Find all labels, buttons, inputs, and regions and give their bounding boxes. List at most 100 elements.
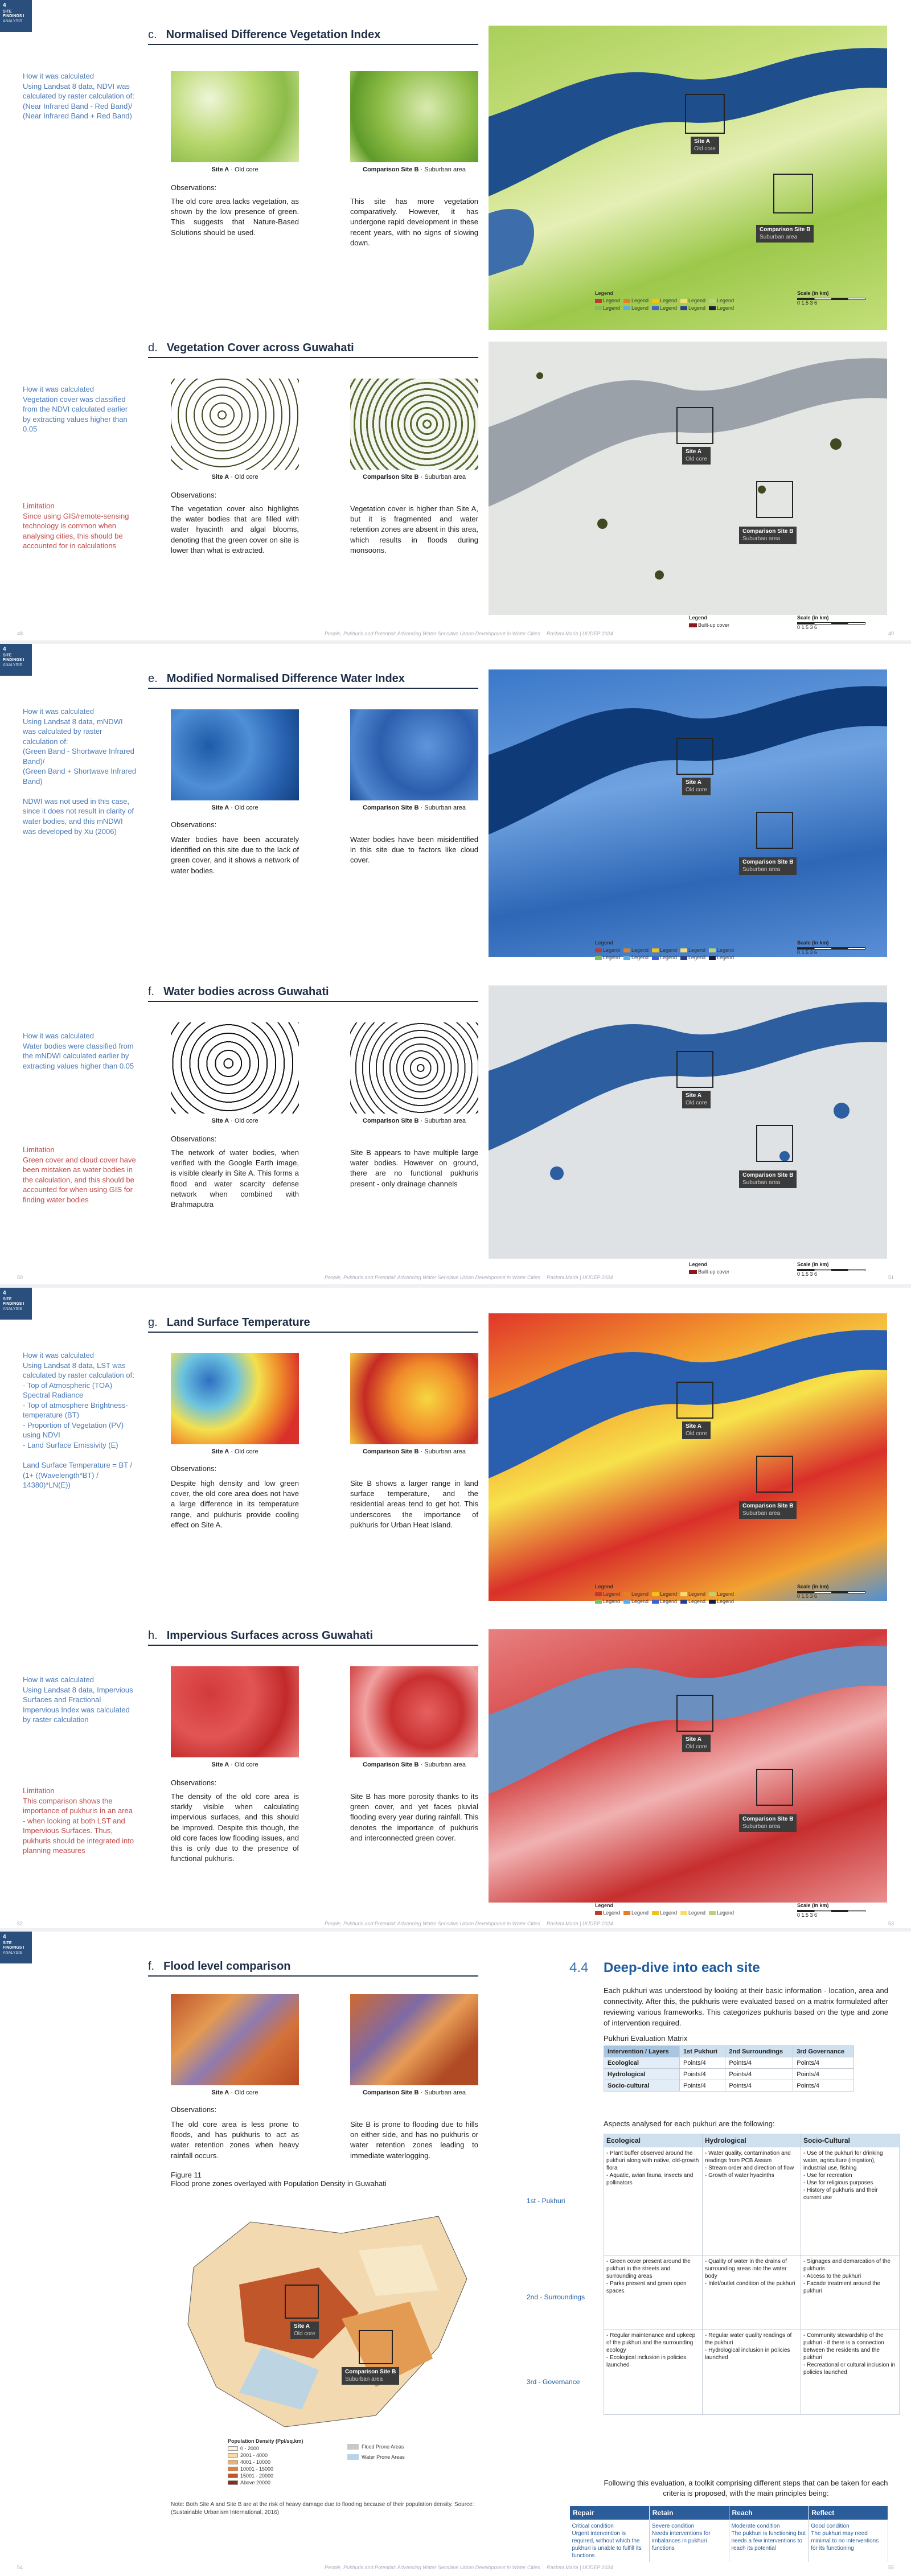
impervious-city-map: Site A Old core Comparison Site B Suburban… bbox=[489, 1629, 887, 1903]
site-b-label: Comparison Site B Suburban area bbox=[342, 2367, 400, 2385]
matrix-cell: Points/4 bbox=[679, 2080, 726, 2092]
spread-water: 4 SITE FINDINGS I ANALYSIS e. Modified Norm… bbox=[0, 644, 911, 1284]
toolkit-header: Retain bbox=[649, 2505, 729, 2520]
population-legend-title: Population Density (Ppl/sq.km) bbox=[228, 2438, 303, 2444]
section-letter: c. bbox=[148, 28, 157, 41]
aspects-row: - Plant buffer observed around the pukhu… bbox=[604, 2147, 900, 2255]
observation-site-a: Despite high density and low green cover… bbox=[171, 1479, 299, 1529]
population-flood-map: Site A Old core Comparison Site B Suburban… bbox=[171, 2199, 478, 2438]
caption-site-b: Comparison Site B · Suburban area bbox=[363, 1448, 466, 1455]
observations-heading: Observations: bbox=[171, 1135, 217, 1143]
matrix-cell: Points/4 bbox=[793, 2057, 854, 2069]
population-legend-item: 4001 - 10000 bbox=[228, 2459, 303, 2465]
river-shape bbox=[489, 48, 887, 276]
flood-prone-label: Flood Prone Areas bbox=[362, 2444, 404, 2450]
site-b-box bbox=[773, 174, 813, 213]
lst-site-a-map bbox=[171, 1353, 299, 1444]
map-legend: Legend Legend Legend Legend Legend Legend bbox=[595, 1903, 734, 1916]
section-title-lst: g. Land Surface Temperature bbox=[148, 1316, 478, 1333]
caption-site-b: Comparison Site B · Suburban area bbox=[363, 2089, 466, 2096]
aspects-cell: - Regular water quality readings of the … bbox=[702, 2329, 801, 2415]
spread-temperature: 4 SITE FINDINGS I ANALYSIS g. Land Surface … bbox=[0, 1288, 911, 1928]
observations-heading: Observations: bbox=[171, 1778, 217, 1787]
site-b-label: Comparison Site B Suburban area bbox=[739, 1170, 797, 1188]
population-swatch bbox=[228, 2467, 238, 2471]
page-divider bbox=[0, 1284, 911, 1288]
matrix-cell: Points/4 bbox=[679, 2057, 726, 2069]
population-legend-label: 10001 - 15000 bbox=[240, 2466, 274, 2472]
toolkit-header: Reach bbox=[728, 2505, 809, 2520]
method-note: How it was calculated Using Landsat 8 da… bbox=[23, 1351, 134, 1490]
map-scale: Scale (in km) 0 1.5 3 6 bbox=[797, 1584, 865, 1599]
matrix-header: Intervention / Layers bbox=[603, 2045, 680, 2057]
water-site-a-map bbox=[171, 1022, 299, 1114]
aspects-header: Hydrological bbox=[702, 2134, 801, 2147]
matrix-cell: Points/4 bbox=[725, 2068, 794, 2080]
section-title-water-bodies: f. Water bodies across Guwahati bbox=[148, 985, 478, 1002]
population-swatch bbox=[228, 2474, 238, 2478]
ndvi-site-b-map bbox=[350, 71, 478, 162]
site-a-label: Site A Old core bbox=[682, 778, 711, 795]
observation-site-b: Site B has more porosity thanks to its g… bbox=[350, 1792, 478, 1842]
method-note: How it was calculated Using Landsat 8 da… bbox=[23, 707, 137, 836]
spread-vegetation: 4 SITE FINDINGS I ANALYSIS c. Normalised … bbox=[0, 0, 911, 640]
section-title-impervious: h. Impervious Surfaces across Guwahati bbox=[148, 1629, 478, 1646]
observations-heading: Observations: bbox=[171, 2105, 217, 2114]
observation-site-a: The network of water bodies, when verifi… bbox=[171, 1148, 299, 1209]
aspects-cell: - Community stewardship of the pukhuri -… bbox=[801, 2329, 900, 2415]
matrix-row: Hydrological Points/4 Points/4 Points/4 bbox=[603, 2068, 854, 2080]
ndvi-city-map: Site A Old core Comparison Site B Suburban… bbox=[489, 26, 887, 330]
method-note-vegetation: How it was calculated Vegetation cover w… bbox=[23, 385, 128, 434]
population-swatch bbox=[228, 2460, 238, 2464]
aspects-row-label: 2nd - Surroundings bbox=[527, 2293, 585, 2301]
observation-site-a: The density of the old core area is star… bbox=[171, 1792, 299, 1863]
site-b-box bbox=[359, 2330, 393, 2364]
site-a-label: Site A Old core bbox=[691, 137, 719, 154]
observations-heading: Observations: bbox=[171, 491, 217, 499]
observations-heading: Observations: bbox=[171, 820, 217, 829]
site-b-box bbox=[756, 1125, 793, 1162]
caption-site-a: Site A · Old core bbox=[211, 2089, 258, 2096]
population-legend-item: 10001 - 15000 bbox=[228, 2466, 303, 2472]
aspects-title: Aspects analysed for each pukhuri are th… bbox=[604, 2119, 775, 2128]
section-title-ndvi: c. Normalised Difference Vegetation Index bbox=[148, 28, 478, 45]
map-legend: Legend Legend Legend Legend Legend Legend Le… bbox=[595, 1584, 734, 1604]
figure-note: Note: Both Site A and Site B are at the … bbox=[171, 2501, 474, 2516]
figure-caption: Figure 11 Flood prone zones overlayed wi… bbox=[171, 2171, 387, 2188]
footer-author: Rashmi Maria | UUDEP 2024 bbox=[547, 631, 613, 636]
matrix-cell: Hydrological bbox=[603, 2068, 680, 2080]
caption-site-b: Comparison Site B · Suburban area bbox=[363, 1118, 466, 1124]
observation-site-b: This site has more vegetation comparativ… bbox=[350, 197, 478, 247]
matrix-cell: Ecological bbox=[603, 2057, 680, 2069]
method-note-impervious: How it was calculated Using Landsat 8 da… bbox=[23, 1675, 133, 1724]
population-legend-item: 15001 - 20000 bbox=[228, 2473, 303, 2479]
caption-site-a: Site A · Old core bbox=[211, 474, 258, 480]
population-legend-item: Above 20000 bbox=[228, 2480, 303, 2485]
site-a-box bbox=[676, 738, 713, 775]
legend-row-1: Legend Legend Legend Legend Legend bbox=[595, 298, 734, 303]
aspects-row: - Green cover present around the pukhuri… bbox=[604, 2255, 900, 2330]
observation-site-b: Site B shows a larger range in land surf… bbox=[350, 1479, 478, 1529]
observations-heading: Observations: bbox=[171, 1464, 217, 1473]
site-b-box bbox=[756, 1769, 793, 1806]
spread-flood-deepdive: 4 SITE FINDINGS I ANALYSIS f. Flood level c… bbox=[0, 1932, 911, 2576]
aspects-row-label: 1st - Pukhuri bbox=[527, 2197, 565, 2205]
observation-site-b: Water bodies have been misidentified in … bbox=[350, 835, 478, 865]
caption-site-b: Comparison Site B · Suburban area bbox=[363, 166, 466, 173]
caption-site-a: Site A · Old core bbox=[211, 1761, 258, 1768]
site-b-label: Comparison Site B Suburban area bbox=[739, 857, 797, 875]
toolkit-cell: Moderate condition The pukhuri is functi… bbox=[729, 2520, 809, 2562]
observation-site-a: The old core area is less prone to flood… bbox=[171, 2120, 299, 2160]
map-scale: Scale (in km) 0 1.5 3 6 bbox=[797, 940, 865, 955]
matrix-cell: Points/4 bbox=[725, 2080, 794, 2092]
section-title-flood: f. Flood level comparison bbox=[148, 1960, 478, 1977]
site-a-label: Site A Old core bbox=[290, 2322, 319, 2339]
section-tag: 4 SITE FINDINGS I ANALYSIS bbox=[0, 1932, 32, 1963]
mndwi-site-a-map bbox=[171, 709, 299, 800]
caption-site-b: Comparison Site B · Suburban area bbox=[363, 804, 466, 811]
veg-site-b-map bbox=[350, 379, 478, 470]
lst-city-map: Site A Old core Comparison Site B Suburban… bbox=[489, 1313, 887, 1601]
population-legend-item: 2001 - 4000 bbox=[228, 2452, 303, 2458]
map-legend: Legend Legend Legend Legend Legend Legend Le… bbox=[595, 940, 734, 960]
site-b-label: Comparison Site B Suburban area bbox=[756, 225, 814, 243]
